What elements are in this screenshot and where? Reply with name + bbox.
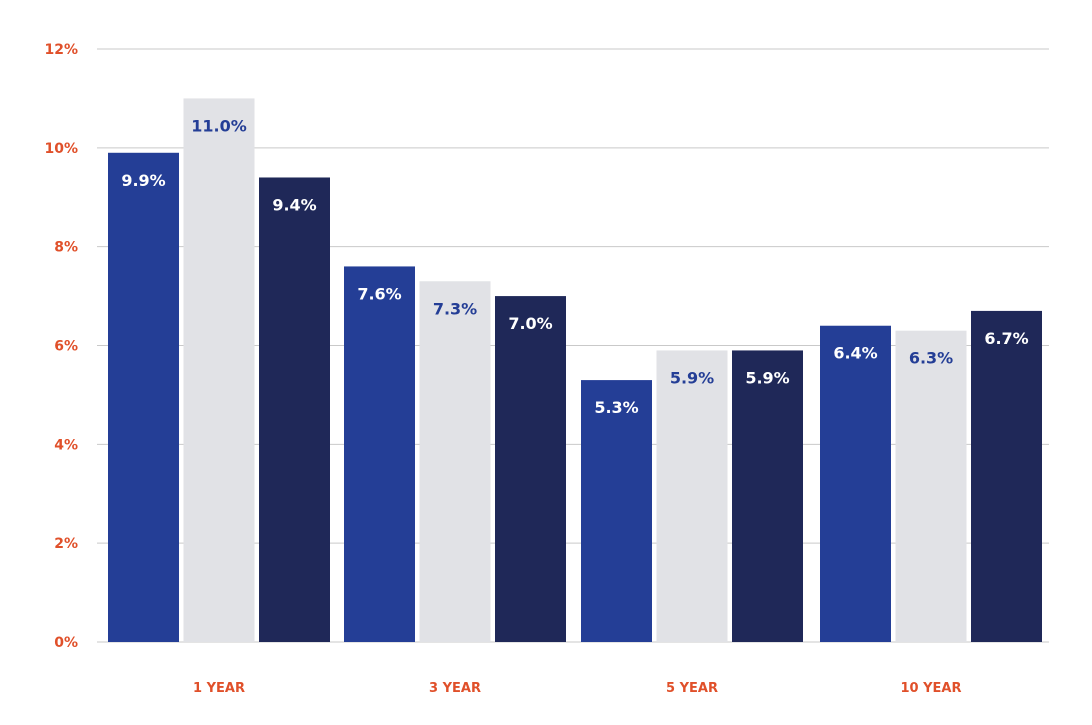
bar-data-label: 6.4% bbox=[833, 344, 877, 363]
x-tick-label: 5 YEAR bbox=[666, 681, 718, 696]
bar-data-label: 5.9% bbox=[745, 368, 789, 387]
y-tick-label: 2% bbox=[54, 536, 78, 552]
y-tick-label: 10% bbox=[44, 141, 78, 157]
y-tick-label: 8% bbox=[54, 240, 78, 256]
y-tick-label: 0% bbox=[54, 635, 78, 651]
bar-data-label: 6.3% bbox=[909, 349, 953, 368]
bar bbox=[259, 177, 330, 642]
bar-data-label: 5.9% bbox=[670, 368, 714, 387]
bar bbox=[971, 310, 1042, 642]
x-tick-label: 1 YEAR bbox=[193, 681, 245, 696]
bar bbox=[344, 266, 415, 642]
bars bbox=[108, 98, 1042, 642]
y-axis-ticks: 0% 2% 4% 6% 8% 10% 12% bbox=[44, 42, 78, 651]
bar bbox=[495, 296, 566, 642]
bar bbox=[183, 98, 255, 642]
bar bbox=[895, 330, 967, 642]
bar-data-label: 7.3% bbox=[433, 299, 477, 318]
bar-data-label: 9.4% bbox=[272, 195, 316, 214]
bar-data-label: 9.9% bbox=[121, 171, 165, 190]
bar bbox=[656, 350, 728, 642]
data-labels: 9.9% 11.0% 9.4% 7.6% 7.3% 7.0% 5.3% 5.9% 5.9% 6.4… bbox=[121, 116, 1028, 417]
y-tick-label: 6% bbox=[54, 339, 78, 355]
bar-data-label: 7.0% bbox=[508, 314, 552, 333]
bar bbox=[732, 350, 803, 642]
bar-data-label: 6.7% bbox=[984, 329, 1028, 348]
x-tick-label: 3 YEAR bbox=[429, 681, 481, 696]
bar bbox=[419, 281, 491, 642]
y-tick-label: 4% bbox=[54, 437, 78, 453]
gridlines bbox=[97, 48, 1049, 643]
x-tick-label: 10 YEAR bbox=[901, 681, 962, 696]
bar bbox=[581, 380, 652, 642]
bar-data-label: 5.3% bbox=[594, 398, 638, 417]
bar bbox=[108, 152, 179, 642]
bar-data-label: 11.0% bbox=[191, 116, 247, 135]
x-axis-ticks: 1 YEAR 3 YEAR 5 YEAR 10 YEAR bbox=[193, 681, 961, 696]
bar-data-label: 7.6% bbox=[357, 284, 401, 303]
bar bbox=[820, 325, 891, 642]
y-tick-label: 12% bbox=[44, 42, 78, 58]
